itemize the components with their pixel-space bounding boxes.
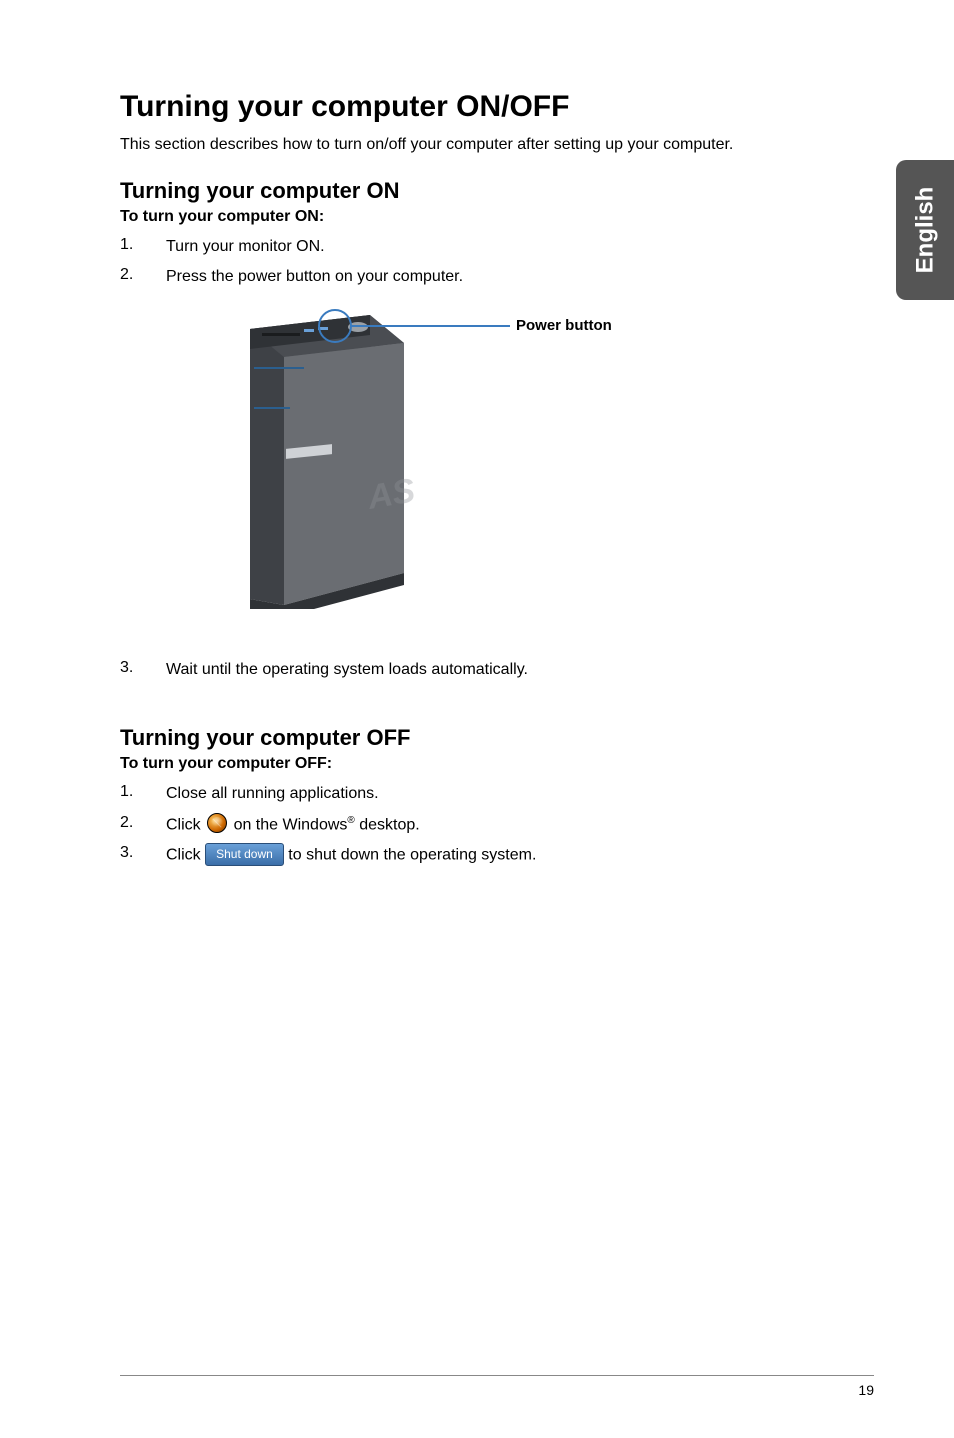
windows-start-icon bbox=[207, 813, 227, 833]
step-text: Click on the Windows® desktop. bbox=[166, 814, 874, 837]
svg-text:AS: AS bbox=[364, 471, 418, 517]
shutdown-button-graphic: Shut down bbox=[205, 843, 284, 866]
step-number: 1. bbox=[120, 236, 166, 258]
list-item: 2. Click on the Windows® desktop. bbox=[120, 814, 874, 837]
page-title: Turning your computer ON/OFF bbox=[120, 90, 874, 124]
list-item: 3. Click Shut down to shut down the oper… bbox=[120, 844, 874, 867]
computer-figure: AS Power button bbox=[190, 309, 650, 629]
language-tab-label: English bbox=[911, 187, 939, 274]
step3-part-a: Click bbox=[166, 847, 205, 864]
turn-on-steps: 1. Turn your monitor ON. 2. Press the po… bbox=[120, 236, 874, 289]
callout-circle bbox=[318, 309, 352, 343]
tower-illustration: AS bbox=[190, 309, 420, 609]
step-text: Press the power button on your computer. bbox=[166, 266, 874, 288]
step-number: 2. bbox=[120, 814, 166, 837]
step-number: 3. bbox=[120, 659, 166, 681]
language-tab: English bbox=[896, 160, 954, 300]
turn-off-subhead: To turn your computer OFF: bbox=[120, 755, 874, 773]
page-footer: 19 bbox=[120, 1375, 874, 1398]
step3-part-b: to shut down the operating system. bbox=[288, 847, 536, 864]
list-item: 1. Turn your monitor ON. bbox=[120, 236, 874, 258]
step-text: Click Shut down to shut down the operati… bbox=[166, 844, 874, 867]
turn-off-steps: 1. Close all running applications. 2. Cl… bbox=[120, 783, 874, 867]
turn-on-subhead: To turn your computer ON: bbox=[120, 208, 874, 226]
step2-part-b: on the Windows bbox=[234, 816, 348, 833]
step-text: Close all running applications. bbox=[166, 783, 874, 805]
step-text: Wait until the operating system loads au… bbox=[166, 659, 874, 681]
footer-rule bbox=[120, 1375, 874, 1376]
turn-on-steps-continued: 3. Wait until the operating system loads… bbox=[120, 659, 874, 681]
step2-part-c: desktop. bbox=[355, 816, 420, 833]
list-item: 1. Close all running applications. bbox=[120, 783, 874, 805]
turn-on-heading: Turning your computer ON bbox=[120, 178, 874, 204]
list-item: 3. Wait until the operating system loads… bbox=[120, 659, 874, 681]
page-number: 19 bbox=[120, 1382, 874, 1398]
step-number: 2. bbox=[120, 266, 166, 288]
registered-mark: ® bbox=[347, 815, 354, 826]
callout-line bbox=[350, 325, 510, 327]
step-number: 3. bbox=[120, 844, 166, 867]
intro-text: This section describes how to turn on/of… bbox=[120, 136, 874, 154]
step2-part-a: Click bbox=[166, 816, 205, 833]
power-button-callout: Power button bbox=[516, 317, 612, 334]
turn-off-heading: Turning your computer OFF bbox=[120, 725, 874, 751]
step-text: Turn your monitor ON. bbox=[166, 236, 874, 258]
list-item: 2. Press the power button on your comput… bbox=[120, 266, 874, 288]
step-number: 1. bbox=[120, 783, 166, 805]
